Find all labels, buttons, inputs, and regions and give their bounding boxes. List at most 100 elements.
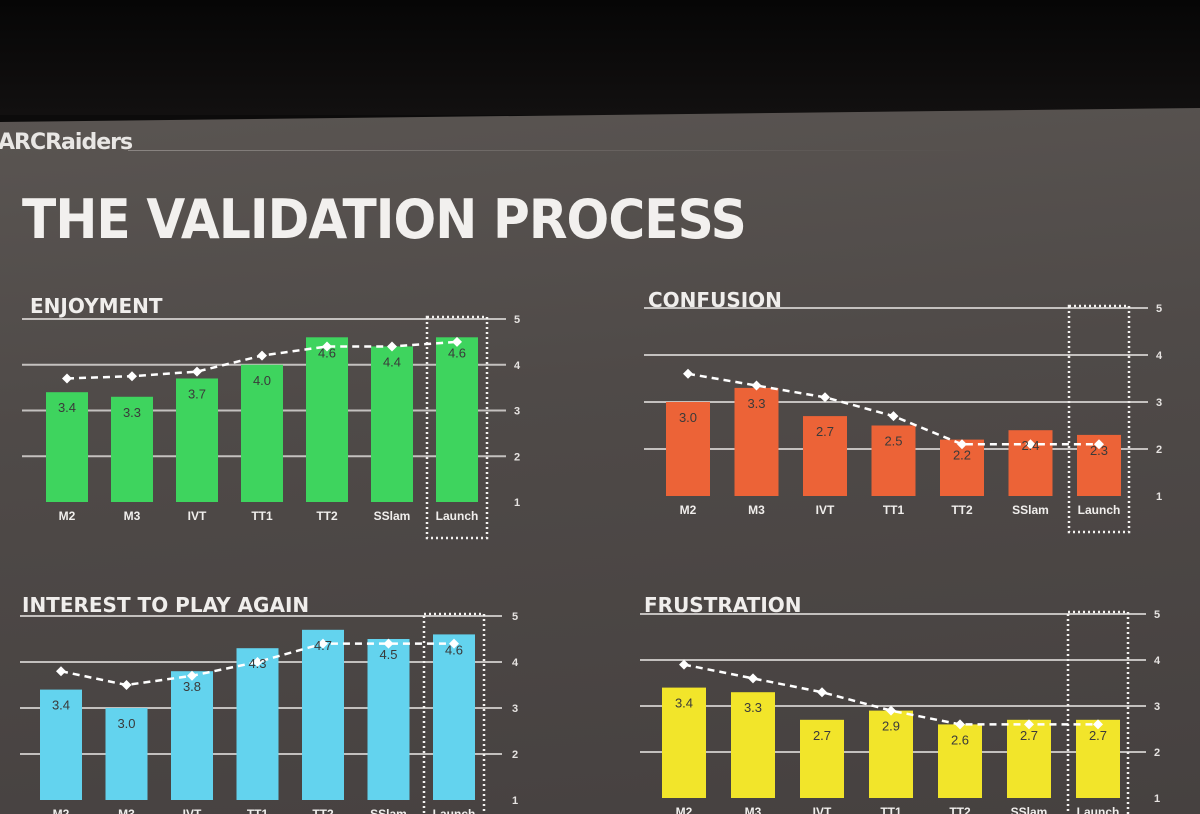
interest-data-label: 4.6: [445, 642, 463, 657]
frustration-ytick-label: 2: [1154, 747, 1160, 759]
frustration-category-label: Launch: [1077, 805, 1120, 814]
enjoyment-ytick-label: 5: [514, 314, 520, 326]
confusion-data-label: 3.3: [747, 396, 765, 411]
enjoyment-data-label: 3.7: [188, 386, 206, 401]
frustration-bar: [662, 687, 706, 798]
frustration-ytick-label: 3: [1154, 701, 1160, 713]
frustration-data-label: 3.4: [675, 696, 693, 711]
interest-trend-point: [383, 638, 394, 649]
frustration-data-label: 2.7: [813, 728, 831, 743]
confusion-trend-point: [888, 411, 899, 422]
interest-trend-point: [56, 666, 66, 677]
frustration-category-label: M3: [745, 805, 762, 814]
brand-logo: ARCRaiders: [0, 130, 133, 155]
confusion-highlight-box: [1067, 304, 1131, 534]
interest-data-label: 3.8: [183, 679, 201, 694]
enjoyment-ytick-label: 4: [514, 360, 521, 372]
enjoyment-category-label: M3: [124, 509, 141, 523]
interest-ytick-label: 3: [512, 703, 518, 715]
interest-bar: [302, 629, 344, 800]
confusion-trend-point: [820, 392, 830, 403]
confusion-bar: [871, 425, 916, 496]
frustration-trend-point: [886, 705, 896, 716]
frustration-bar: [1076, 719, 1120, 798]
enjoyment-bar: [241, 364, 283, 502]
enjoyment-title: ENJOYMENT: [30, 294, 163, 318]
confusion-ytick-label: 5: [1156, 303, 1162, 315]
enjoyment-data-label: 4.0: [253, 373, 271, 388]
confusion-ytick-label: 1: [1156, 491, 1162, 503]
confusion-trend-point: [1025, 439, 1036, 450]
confusion-bar: [803, 416, 847, 496]
enjoyment-trend-point: [127, 371, 137, 382]
interest-ytick-label: 1: [512, 795, 518, 807]
enjoyment-bar: [111, 396, 153, 502]
enjoyment-category-label: IVT: [188, 509, 207, 523]
frustration-bar: [869, 710, 913, 798]
enjoyment-bar: [176, 378, 218, 502]
confusion-bar: [734, 387, 779, 496]
interest-category-label: TT2: [312, 807, 334, 814]
frustration-bar: [938, 724, 982, 798]
confusion-category-label: M2: [680, 503, 697, 517]
confusion-trend-point: [1094, 439, 1104, 450]
page-title: THE VALIDATION PROCESS: [22, 188, 747, 251]
interest-ytick-label: 2: [512, 749, 518, 761]
interest-data-label: 4.5: [379, 647, 397, 662]
interest-category-label: TT1: [247, 807, 269, 814]
interest-data-label: 4.7: [314, 638, 332, 653]
frustration-data-label: 2.9: [882, 719, 900, 734]
confusion-ytick-label: 4: [1156, 350, 1163, 362]
confusion-category-label: Launch: [1078, 503, 1121, 517]
frustration-category-label: M2: [676, 805, 693, 814]
enjoyment-category-label: M2: [59, 509, 76, 523]
interest-category-label: M3: [118, 807, 135, 814]
enjoyment-data-label: 4.6: [448, 345, 466, 360]
interest-ytick-label: 5: [512, 611, 518, 623]
interest-category-label: IVT: [183, 807, 202, 814]
interest-trend-point: [252, 657, 263, 667]
interest-category-label: Launch: [433, 807, 476, 814]
interest-category-label: M2: [53, 807, 70, 814]
confusion-data-label: 2.2: [953, 448, 971, 463]
frustration-trend-point: [1024, 719, 1034, 730]
confusion-trend-point: [683, 368, 693, 379]
frustration-category-label: TT2: [949, 805, 971, 814]
enjoyment-data-label: 3.3: [123, 405, 141, 420]
frustration-data-label: 2.7: [1089, 728, 1107, 743]
frustration-bar: [800, 719, 844, 798]
confusion-category-label: TT2: [951, 503, 973, 517]
enjoyment-trend-point: [192, 366, 202, 377]
enjoyment-data-label: 4.4: [383, 354, 401, 369]
frustration-bar: [1007, 719, 1051, 798]
room-ceiling: [0, 0, 1200, 115]
frustration-category-label: IVT: [813, 805, 832, 814]
confusion-data-label: 2.4: [1021, 438, 1039, 453]
enjoyment-bar: [306, 337, 348, 502]
interest-data-label: 3.0: [117, 716, 135, 731]
enjoyment-trend-point: [322, 341, 332, 352]
frustration-data-label: 2.7: [1020, 728, 1038, 743]
frustration-ytick-label: 5: [1154, 609, 1160, 621]
interest-category-label: SSlam: [370, 807, 407, 814]
interest-bar: [367, 639, 410, 800]
enjoyment-ytick-label: 3: [514, 406, 520, 418]
confusion-data-label: 2.7: [816, 424, 834, 439]
interest-trend-point: [187, 670, 197, 681]
enjoyment-trend-point: [257, 350, 267, 361]
confusion-category-label: IVT: [816, 503, 835, 517]
confusion-data-label: 2.3: [1090, 443, 1108, 458]
header-divider: [128, 150, 978, 151]
frustration-category-label: SSlam: [1011, 805, 1048, 814]
frustration-ytick-label: 1: [1154, 793, 1160, 805]
enjoyment-category-label: Launch: [436, 509, 479, 523]
enjoyment-data-label: 4.6: [318, 345, 336, 360]
enjoyment-trend-point: [62, 373, 72, 384]
confusion-category-label: SSlam: [1012, 503, 1049, 517]
interest-bar: [40, 689, 82, 800]
confusion-trend-point: [957, 439, 967, 450]
interest-bar: [171, 671, 213, 800]
interest-bar: [105, 708, 148, 800]
enjoyment-bar: [436, 337, 478, 502]
